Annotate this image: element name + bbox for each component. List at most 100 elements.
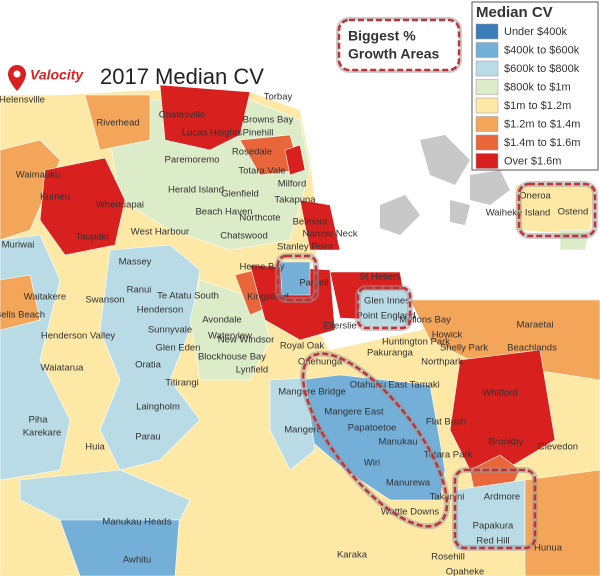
island [380, 195, 420, 235]
place-label: Waiatarua [41, 363, 85, 374]
place-label: St Heliers [359, 272, 400, 283]
place-label: Narrow Neck [303, 229, 358, 240]
place-label: Te Atatu South [157, 291, 219, 302]
legend-label: Over $1.6m [504, 155, 561, 167]
place-label: Red Hill [476, 536, 509, 547]
place-label: Glenfield [221, 189, 259, 200]
place-label: Karaka [337, 550, 368, 561]
place-label: Papakura [473, 521, 514, 532]
legend-swatch [475, 153, 499, 169]
place-label: Pakuranga [367, 348, 414, 359]
place-label: Takapuna [274, 195, 316, 206]
callout-line: Growth Areas [348, 46, 439, 62]
place-label: Northpark [421, 357, 463, 368]
place-label: Muriwai [2, 240, 35, 251]
place-label: Stanley Point [277, 242, 333, 253]
place-label: Mangere [284, 425, 322, 436]
place-label: Totara Park [424, 450, 473, 461]
legend-label: $1.2m to $1.4m [504, 118, 580, 130]
place-label: Howick [432, 330, 463, 341]
legend-label: $800k to $1m [504, 81, 571, 93]
callout-line: Biggest % [348, 28, 416, 44]
region [84, 94, 151, 151]
place-label: Torbay [264, 92, 293, 103]
place-label: Otahuhu [350, 380, 386, 391]
place-labels: Helensville Torbay Riverhead Coatesville Luc… [0, 92, 588, 576]
island [450, 200, 470, 225]
place-label: Totara Vale [238, 166, 285, 177]
place-label: Whitford [482, 388, 517, 399]
logo-text: Valocity [30, 67, 84, 83]
region [269, 377, 316, 471]
legend-swatch [475, 97, 499, 114]
place-label: Hunua [534, 543, 563, 554]
region [99, 244, 201, 471]
place-label: Flat Bush [426, 417, 466, 428]
place-label: Beach Haven [195, 207, 252, 218]
place-label: Manurewa [386, 478, 431, 489]
region [159, 84, 251, 151]
place-label: Herald Island [168, 185, 224, 196]
legend-label: Under $400k [504, 26, 567, 38]
place-label: Laingholm [136, 402, 180, 413]
place-label: Rosehill [431, 552, 465, 563]
island [470, 170, 510, 205]
place-label: Rosedale [232, 147, 272, 158]
place-label: Ostend [558, 207, 589, 218]
island [420, 135, 470, 185]
legend-label: $400k to $600k [504, 44, 580, 56]
place-label: Wattle Downs [381, 507, 439, 518]
place-label: Chatswood [220, 231, 268, 242]
place-label: Piha [28, 415, 48, 426]
place-label: Henderson Valley [41, 331, 116, 342]
place-label: Kingsland [247, 292, 289, 303]
place-label: Beachlands [507, 343, 557, 354]
place-label: Paremoremo [165, 155, 220, 166]
place-label: Manukau [378, 437, 417, 448]
place-label: Glen Innes [364, 296, 410, 307]
logo: Valocity [8, 65, 84, 91]
highlight-boxes [275, 17, 598, 551]
place-label: Lynfield [236, 365, 268, 376]
place-label: Helensville [0, 95, 45, 106]
place-label: Glen Eden [156, 343, 201, 354]
region [0, 274, 41, 331]
place-label: Kumeu [40, 192, 70, 203]
place-label: Huntington Park [382, 337, 450, 348]
place-label: Onehunga [298, 357, 343, 368]
legend-label: $600k to $800k [504, 63, 580, 75]
place-label: Brookby [489, 437, 524, 448]
place-label: Browns Bay [243, 115, 294, 126]
place-label: Shelly Park [440, 343, 488, 354]
place-label: Manukau Heads [102, 517, 171, 528]
legend-title: Median CV [476, 4, 553, 21]
place-label: Massey [119, 257, 152, 268]
place-label: Maraetai [517, 320, 554, 331]
legend-label: $1.4m to $1.6m [504, 137, 580, 149]
place-label: Papatoetoe [348, 423, 397, 434]
place-label: Oneroa [519, 191, 551, 202]
place-label: Waterview [208, 331, 252, 342]
legend-swatch [475, 60, 499, 77]
place-label: Taupaki [76, 232, 109, 243]
place-label: Mangere Bridge [278, 387, 346, 398]
place-label: Clevedon [538, 442, 578, 453]
legend-swatch [475, 134, 499, 151]
place-label: Coatesville [159, 110, 205, 121]
place-label: Mangere East [324, 407, 384, 418]
place-label: West Harbour [131, 227, 189, 238]
place-label: Henderson [137, 305, 183, 316]
map-title: 2017 Median CV [100, 64, 264, 89]
place-label: Milford [278, 179, 307, 190]
place-label: Sunnyvale [148, 325, 192, 336]
place-label: Riverhead [96, 118, 139, 129]
region [284, 144, 306, 176]
place-label: Royal Oak [280, 341, 325, 352]
place-label: New Windsor [218, 335, 275, 346]
place-label: Bells Beach [0, 310, 45, 321]
place-label: Swanson [85, 295, 124, 306]
place-label: Ardmore [484, 492, 520, 503]
place-label: Waitakere [24, 292, 66, 303]
place-label: Belmont [293, 217, 328, 228]
place-label: Whenuapai [96, 200, 144, 211]
